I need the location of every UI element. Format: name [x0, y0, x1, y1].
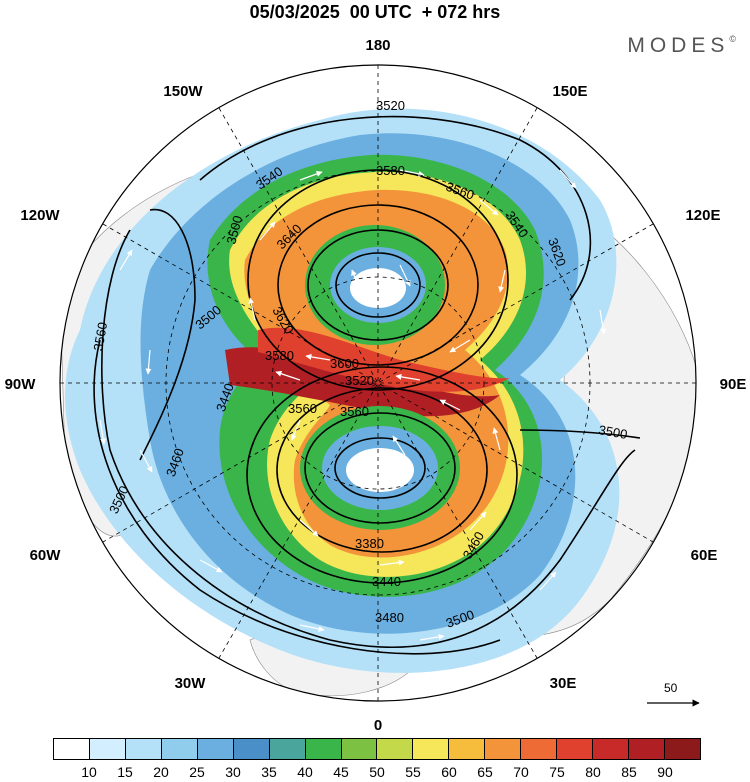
colorbar-tick-label: 15 — [117, 764, 133, 780]
contour-label: 3520 — [376, 98, 405, 113]
lon-label-120e: 120E — [685, 207, 720, 224]
colorbar-tick-label: 60 — [441, 764, 457, 780]
contour-label: 3520 — [345, 373, 374, 388]
colorbar-cell — [197, 739, 234, 759]
colorbar-cell — [377, 739, 414, 759]
contour-label: 3500 — [597, 422, 628, 442]
colorbar-tick-label: 35 — [261, 764, 277, 780]
longitude-labels: 180 150E 120E 90E 60E 30E 0 30W 60W 90W … — [5, 37, 747, 734]
colorbar-ticks: 10 15 20 25 30 35 40 45 50 55 60 65 70 75 80 85 90 — [53, 764, 701, 782]
colorbar-cell — [449, 739, 486, 759]
colorbar-tick-label: 10 — [81, 764, 97, 780]
colorbar-cell — [629, 739, 665, 759]
colorbar-cell — [269, 739, 306, 759]
lon-label-30w: 30W — [175, 675, 207, 692]
colorbar-tick-label: 75 — [549, 764, 565, 780]
colorbar-cell — [485, 739, 522, 759]
colorbar-tick-label: 50 — [369, 764, 385, 780]
colorbar-cell — [54, 739, 90, 759]
colorbar-cell — [593, 739, 629, 759]
contour-label: 3480 — [375, 610, 404, 625]
colorbar-tick-label: 85 — [621, 764, 637, 780]
colorbar-tick-label: 45 — [333, 764, 349, 780]
contour-label: 3560 — [340, 404, 369, 419]
reference-vector-arrow — [647, 699, 700, 707]
colorbar-tick-label: 65 — [477, 764, 493, 780]
colorbar-tick-label: 55 — [405, 764, 421, 780]
contour-label: 3560 — [90, 321, 110, 352]
reference-vector-label: 50 — [664, 681, 678, 695]
colorbar-cell — [413, 739, 450, 759]
colorbar-cell — [664, 739, 700, 759]
lon-label-90w: 90W — [5, 376, 37, 393]
contour-label: 3560 — [288, 401, 317, 416]
colorbar-cell — [305, 739, 342, 759]
lon-label-30e: 30E — [550, 675, 577, 692]
graticule — [60, 65, 696, 701]
colorbar-cell — [521, 739, 558, 759]
contour-label: 3380 — [355, 536, 384, 551]
lon-label-180: 180 — [365, 37, 390, 54]
colorbar-tick-label: 30 — [225, 764, 241, 780]
colorbar-cell — [341, 739, 378, 759]
lon-label-150w: 150W — [163, 83, 203, 100]
colorbar-cell — [557, 739, 594, 759]
lon-label-120w: 120W — [20, 207, 60, 224]
brand-mark: © — [729, 34, 736, 44]
colorbar-tick-label: 20 — [153, 764, 169, 780]
contour-label: 3600 — [330, 356, 359, 371]
brand-logo: MODES© — [627, 34, 736, 58]
colorbar — [53, 738, 701, 760]
colorbar-cell — [233, 739, 270, 759]
lon-label-0: 0 — [374, 717, 382, 734]
colorbar-cell — [161, 739, 198, 759]
map-title: 05/03/2025 00 UTC + 072 hrs — [249, 2, 501, 22]
map-border — [59, 64, 697, 702]
lon-label-60e: 60E — [691, 547, 718, 564]
lon-label-90e: 90E — [720, 376, 747, 393]
colorbar-cell — [89, 739, 126, 759]
brand-name: MODES — [627, 34, 730, 57]
wind-vectors — [99, 129, 607, 641]
lon-label-150e: 150E — [552, 83, 587, 100]
lon-label-60w: 60W — [30, 547, 62, 564]
colorbar-tick-label: 40 — [297, 764, 313, 780]
colorbar-cell — [125, 739, 162, 759]
contour-label: 3580 — [265, 348, 294, 363]
contour-label: 3440 — [372, 574, 401, 589]
contour-label: 3500 — [223, 214, 245, 246]
colorbar-tick-label: 90 — [657, 764, 673, 780]
colorbar-tick-label: 80 — [585, 764, 601, 780]
colorbar-tick-label: 70 — [513, 764, 529, 780]
colorbar-tick-label: 25 — [189, 764, 205, 780]
contour-label: 3580 — [376, 163, 405, 178]
